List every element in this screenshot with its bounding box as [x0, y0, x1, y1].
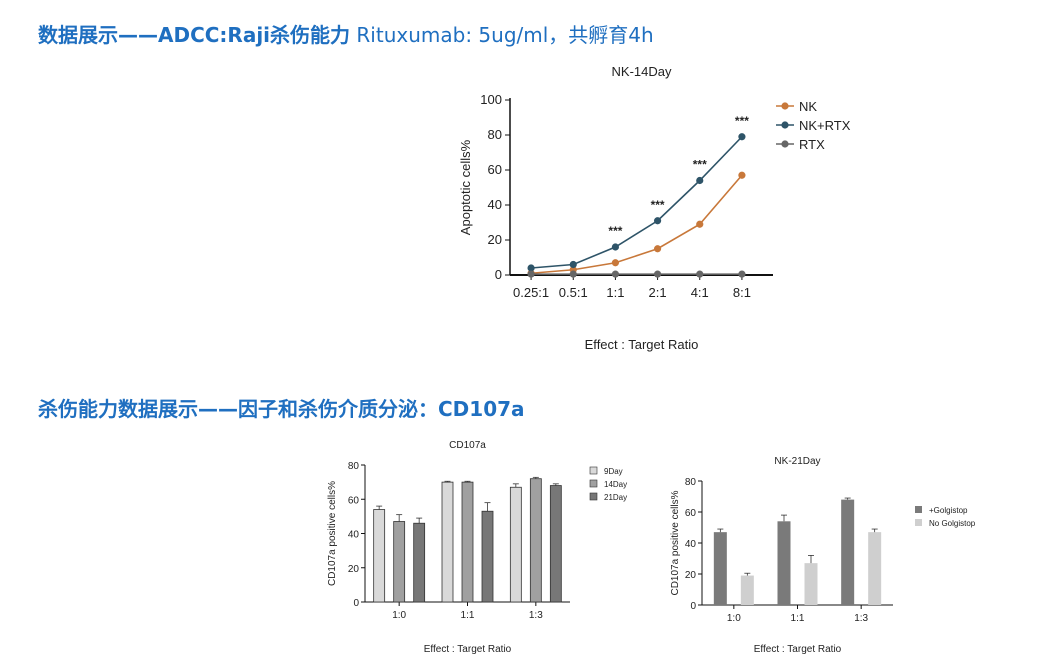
- chart-title: NK-14Day: [612, 64, 672, 79]
- x-tick-label: 1:0: [392, 610, 406, 621]
- bar: [413, 522, 426, 603]
- y-tick-label: 60: [348, 495, 360, 506]
- y-tick-label: 0: [690, 601, 696, 612]
- x-tick-label: 2:1: [649, 285, 667, 300]
- bar: [529, 478, 542, 603]
- nk21day-bar-chart: NK-21Day 0 20 40 60 80 1:0 1:1 1:3 CD107a positiv…: [670, 456, 976, 655]
- x-tick-label: 1:0: [727, 613, 741, 624]
- data-point: [611, 243, 620, 251]
- x-tick-label: 8:1: [733, 285, 751, 300]
- x-axis-label: Effect : Target Ratio: [585, 337, 699, 352]
- x-tick-label: 1:1: [606, 285, 624, 300]
- y-tick-label: 80: [488, 127, 502, 142]
- data-point: [653, 270, 662, 278]
- data-point: [569, 260, 577, 269]
- y-tick-label: 20: [685, 570, 697, 581]
- x-tick-label: 1:3: [529, 610, 543, 621]
- x-tick-label: 0.5:1: [559, 285, 588, 300]
- legend-swatch: [589, 479, 598, 488]
- bar: [373, 509, 386, 603]
- y-tick-label: 20: [488, 232, 502, 247]
- x-tick-label: 1:1: [461, 610, 475, 621]
- data-point: [738, 171, 746, 179]
- heading-adcc-rest: Rituxumab: 5ug/ml，共孵育4h: [350, 23, 654, 47]
- data-point: [527, 270, 535, 278]
- series-line-0: [531, 174, 743, 275]
- y-tick-label: 40: [685, 539, 697, 550]
- legend-swatch: [915, 519, 922, 526]
- y-axis-label: Apoptotic cells%: [458, 139, 473, 235]
- legend-marker: [781, 121, 789, 129]
- legend-label: NK+RTX: [799, 118, 851, 133]
- y-tick-label: 40: [488, 197, 502, 212]
- series-line-1: [531, 136, 743, 269]
- legend-label: No Golgistop: [929, 519, 976, 528]
- legend-swatch: [589, 466, 598, 475]
- heading-adcc: 数据展示——ADCC:Raji杀伤能力 Rituxumab: 5ug/ml，共孵…: [38, 19, 654, 48]
- y-tick-label: 80: [348, 461, 360, 472]
- x-axis-label: Effect : Target Ratio: [424, 644, 512, 655]
- data-point: [653, 245, 662, 253]
- data-point: [527, 264, 535, 272]
- significance-marker: ***: [608, 224, 622, 238]
- y-tick-label: 0: [495, 267, 502, 282]
- y-tick-label: 40: [348, 530, 360, 541]
- legend-label: 14Day: [604, 480, 627, 489]
- legend-label: RTX: [799, 137, 825, 152]
- data-point: [696, 176, 704, 185]
- bar: [481, 510, 494, 603]
- y-axis-label: CD107a positive cells%: [670, 490, 681, 595]
- bar: [509, 486, 522, 603]
- y-tick-label: 0: [353, 598, 359, 609]
- legend-label: 9Day: [604, 467, 623, 476]
- legend-swatch: [589, 492, 598, 501]
- chart-title: NK-21Day: [774, 456, 820, 467]
- bar: [804, 563, 818, 605]
- nk14day-line-chart: NK-14Day 0 20 40 60 80 100 0.25:1 0.5:1 1:1 *** 2:1…: [458, 64, 851, 352]
- bar: [868, 532, 882, 605]
- bar: [740, 575, 754, 605]
- data-point: [611, 270, 620, 278]
- bar: [461, 481, 474, 603]
- data-point: [611, 259, 620, 267]
- data-point: [696, 220, 704, 228]
- y-tick-label: 100: [480, 92, 502, 107]
- cd107a-bar-chart: CD107a 0 20 40 60 80 1:0 1:1 1:3 CD107a positive …: [327, 440, 627, 655]
- heading-adcc-bold: 数据展示——ADCC:Raji杀伤能力: [38, 23, 351, 47]
- legend-marker: [781, 102, 789, 110]
- x-tick-label: 1:3: [854, 613, 868, 624]
- significance-marker: ***: [693, 158, 707, 172]
- bar: [549, 485, 562, 603]
- bar: [777, 521, 791, 605]
- bar: [841, 499, 855, 605]
- x-tick-label: 0.25:1: [513, 285, 549, 300]
- data-point: [569, 270, 577, 278]
- significance-marker: ***: [735, 114, 749, 128]
- chart-title: CD107a: [449, 440, 486, 451]
- bar: [441, 481, 454, 603]
- data-point: [738, 270, 746, 278]
- bar: [393, 521, 406, 603]
- y-tick-label: 20: [348, 564, 360, 575]
- y-axis-label: CD107a positive cells%: [327, 481, 338, 586]
- x-tick-label: 4:1: [691, 285, 709, 300]
- legend-marker: [781, 140, 789, 148]
- data-point: [696, 270, 704, 278]
- data-point: [738, 133, 746, 141]
- y-tick-label: 60: [488, 162, 502, 177]
- y-tick-label: 60: [685, 508, 697, 519]
- data-point: [653, 217, 662, 225]
- legend-label: NK: [799, 99, 817, 114]
- x-tick-label: 1:1: [791, 613, 805, 624]
- x-axis-label: Effect : Target Ratio: [754, 644, 842, 655]
- y-tick-label: 80: [685, 477, 697, 488]
- significance-marker: ***: [651, 198, 665, 212]
- legend-label: +Golgistop: [929, 506, 968, 515]
- bar: [713, 532, 727, 605]
- legend-label: 21Day: [604, 493, 627, 502]
- legend-swatch: [915, 506, 922, 513]
- heading-cd107a: 杀伤能力数据展示——因子和杀伤介质分泌：CD107a: [38, 397, 525, 421]
